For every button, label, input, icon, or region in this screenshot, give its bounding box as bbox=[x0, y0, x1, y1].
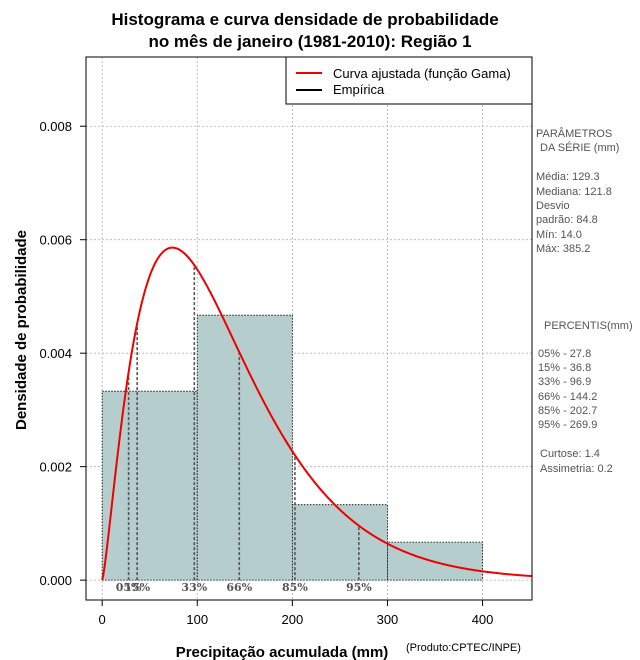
stat-media: Média: 129.3 bbox=[536, 171, 600, 183]
percentile-label-0: 05% bbox=[116, 581, 142, 594]
side-panel: PARÂMETROS DA SÉRIE (mm) Média: 129.3 Me… bbox=[536, 127, 633, 475]
stat-curtose: Curtose: 1.4 bbox=[540, 448, 600, 460]
stat-desvio-line1: Desvio bbox=[536, 200, 570, 212]
histogram-bars bbox=[101, 314, 483, 581]
percentile-p95: 95% - 269.9 bbox=[538, 419, 597, 431]
percentile-p33: 33% - 96.9 bbox=[538, 376, 591, 388]
histogram-bar-1 bbox=[197, 315, 293, 581]
x-axis-title: Precipitação acumulada (mm) bbox=[176, 644, 389, 660]
x-tick-label-1: 100 bbox=[186, 612, 208, 627]
x-tick-label-2: 200 bbox=[282, 612, 304, 627]
percentile-lines: 05%15% 33% 66% 85% 95% bbox=[116, 265, 372, 594]
stat-max: Máx: 385.2 bbox=[536, 243, 590, 255]
percentile-label-2: 33% bbox=[181, 581, 207, 594]
params-title-line2: DA SÉRIE (mm) bbox=[540, 141, 619, 154]
x-tick-label-0: 0 bbox=[99, 612, 106, 627]
y-tick-label-4: 0.008 bbox=[39, 119, 72, 134]
stat-min: Mín: 14.0 bbox=[536, 229, 582, 241]
percentile-label-4: 85% bbox=[282, 581, 308, 594]
stat-desvio-line2: padrão: 84.8 bbox=[536, 214, 598, 226]
x-tick-label-4: 400 bbox=[472, 612, 494, 627]
x-tick-label-3: 300 bbox=[377, 612, 399, 627]
chart-title-line1: Histograma e curva densidade de probabil… bbox=[111, 10, 498, 29]
credit-text: (Produto:CPTEC/INPE) bbox=[406, 642, 521, 654]
legend-label-fit: Curva ajustada (função Gama) bbox=[333, 66, 511, 81]
histogram-bar-0 bbox=[102, 391, 198, 581]
percentiles-title: PERCENTIS(mm) bbox=[544, 320, 633, 332]
stat-mediana: Mediana: 121.8 bbox=[536, 186, 612, 198]
histogram-bar-outline-1 bbox=[196, 314, 293, 581]
stat-assimetria: Assimetria: 0.2 bbox=[540, 463, 613, 475]
histogram-bar-2 bbox=[292, 504, 388, 581]
y-axis-title: Densidade de probabilidade bbox=[13, 230, 30, 430]
y-tick-label-2: 0.004 bbox=[39, 346, 72, 361]
gamma-curve-group bbox=[101, 246, 533, 581]
percentile-label-5: 95% bbox=[346, 581, 372, 594]
legend-box bbox=[285, 56, 533, 105]
percentile-p15: 15% - 36.8 bbox=[538, 362, 591, 374]
legend-label-empirical: Empírica bbox=[333, 82, 385, 97]
percentile-label-3: 66% bbox=[226, 581, 252, 594]
y-tick-label-3: 0.006 bbox=[39, 233, 72, 248]
params-title-line1: PARÂMETROS bbox=[536, 127, 612, 140]
legend: Curva ajustada (função Gama) Empírica bbox=[285, 56, 533, 105]
percentile-p85: 85% - 202.7 bbox=[538, 405, 597, 417]
y-tick-label-1: 0.002 bbox=[39, 460, 72, 475]
percentile-label-1: 15% bbox=[124, 581, 150, 594]
axes: 0 100 200 300 400 0.000 0.002 0.004 0.006 0.008 bbox=[39, 119, 493, 627]
percentile-p66: 66% - 144.2 bbox=[538, 391, 597, 403]
y-tick-label-0: 0.000 bbox=[39, 573, 72, 588]
percentile-p05: 05% - 27.8 bbox=[538, 348, 591, 360]
chart-title-line2: no mês de janeiro (1981-2010): Região 1 bbox=[148, 32, 471, 51]
histogram-bar-outline-3 bbox=[387, 541, 483, 581]
gamma-curve bbox=[101, 246, 533, 581]
